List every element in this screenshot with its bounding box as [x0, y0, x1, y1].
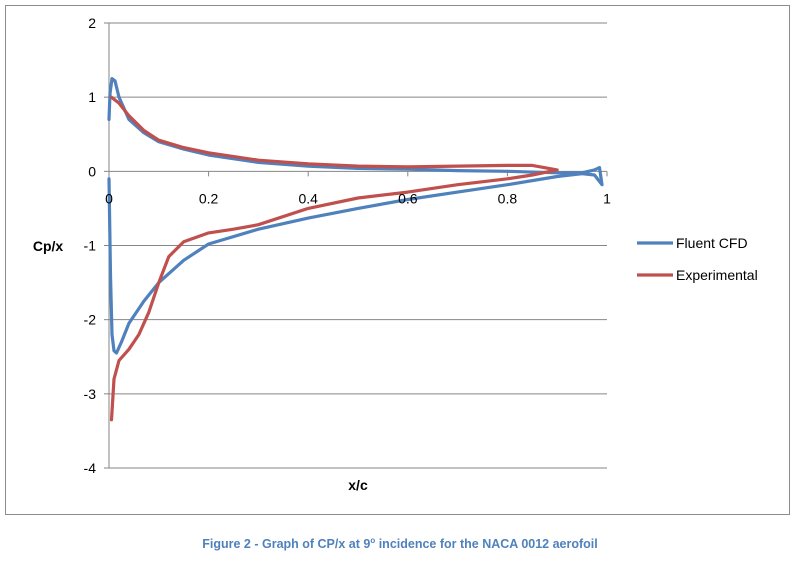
x-tick-label: 0.8 — [498, 190, 518, 206]
y-tick-label: 2 — [88, 15, 96, 31]
y-axis-title: Cp/x — [33, 238, 64, 254]
chart-frame — [5, 5, 790, 515]
tick-layer: 2 1 0 -1 -2 -3 -4 0 0.2 0.4 0.6 0.8 1 — [84, 15, 612, 476]
y-tick-label: -3 — [84, 386, 97, 402]
y-tick-label: 0 — [88, 163, 96, 179]
x-tick-label: 0.6 — [398, 190, 418, 206]
legend: Fluent CFD Experimental — [637, 235, 758, 283]
x-tick-label: 0.4 — [298, 190, 318, 206]
y-tick-label: -1 — [84, 238, 97, 254]
caption-degree: o — [370, 536, 376, 545]
grid-layer — [109, 22, 607, 469]
series-layer — [107, 77, 604, 422]
figure-caption: Figure 2 - Graph of CP/x at 9o incidence… — [0, 536, 800, 551]
legend-label-fluent-cfd: Fluent CFD — [676, 235, 748, 251]
x-tick-label: 1 — [603, 190, 611, 206]
legend-label-experimental: Experimental — [676, 267, 758, 283]
caption-suffix: incidence for the NACA 0012 aerofoil — [375, 537, 598, 552]
caption-prefix: Figure 2 - Graph of CP/x at 9 — [202, 537, 371, 552]
x-tick-label: 0 — [105, 190, 113, 206]
series-line-fluent-cfd — [107, 77, 604, 355]
chart-svg: 2 1 0 -1 -2 -3 -4 0 0.2 0.4 0.6 0.8 1 x/c Cp/x Fluen… — [33, 15, 758, 493]
x-tick-label: 0.2 — [199, 190, 219, 206]
y-tick-label: -4 — [84, 460, 97, 476]
y-tick-label: 1 — [88, 89, 96, 105]
y-tick-label: -2 — [84, 312, 97, 328]
series-line-experimental — [109, 95, 559, 422]
x-axis-title: x/c — [348, 477, 368, 493]
